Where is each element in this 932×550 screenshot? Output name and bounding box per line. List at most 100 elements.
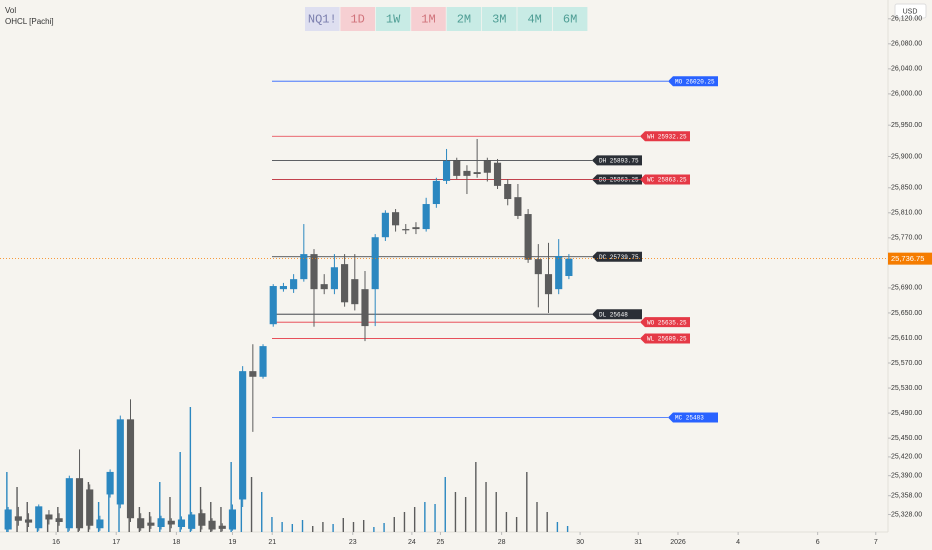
volume-bar (413, 507, 416, 532)
level-label: WH 25932.25 (647, 133, 687, 140)
volume-bar (505, 512, 508, 532)
currency-box[interactable] (894, 3, 927, 19)
candle-body (361, 289, 369, 327)
volume-bar (373, 527, 375, 532)
candle-body (157, 518, 165, 527)
candle-body (259, 346, 267, 377)
candle-body (116, 419, 124, 505)
volume-bar (179, 452, 181, 532)
level-label: MC 25483 (675, 415, 704, 422)
timeframe-button-label[interactable]: 2M (457, 13, 471, 27)
volume-bar (159, 482, 161, 532)
volume-bar (118, 477, 120, 532)
candle-body (422, 204, 430, 230)
x-tick-label: 4 (736, 539, 740, 546)
volume-bar (352, 522, 355, 532)
candle-body (473, 172, 481, 174)
timeframe-button-label[interactable]: 1W (386, 13, 401, 27)
volume-bar (475, 462, 477, 532)
x-tick-label: 6 (816, 539, 820, 546)
timeframe-button[interactable] (446, 7, 482, 31)
y-tick-label: 25,690.00 (891, 285, 922, 292)
level-label: WO 25635.25 (647, 319, 687, 326)
candle-body (341, 264, 349, 303)
currency-label[interactable]: USD (903, 8, 918, 15)
candle-body (198, 513, 206, 526)
level-label: DH 25893.75 (599, 157, 639, 164)
y-tick-label: 25,390.00 (891, 473, 922, 480)
timeframe-button[interactable] (482, 7, 517, 31)
volume-bar (261, 492, 263, 532)
candle-body (35, 506, 43, 529)
y-tick-label: 25,420.00 (891, 454, 922, 461)
volume-bar (464, 497, 467, 532)
level-label: DL 25648 (599, 311, 628, 318)
volume-bar (536, 502, 538, 532)
last-price-tag (888, 252, 932, 265)
timeframe-button[interactable] (552, 7, 588, 31)
timeframe-button[interactable] (517, 7, 552, 31)
timeframe-button-label[interactable]: 4M (527, 13, 541, 27)
candle-body (177, 519, 186, 527)
volume-bar (444, 477, 446, 532)
timeframe-button-label[interactable]: 6M (563, 13, 577, 27)
candle-body (412, 227, 420, 230)
level-label: DC 25739.75 (599, 254, 639, 261)
candle-body (4, 509, 12, 530)
x-tick-label: 7 (874, 539, 878, 546)
volume-bar (26, 502, 28, 532)
timeframe-button[interactable] (411, 7, 446, 31)
volume-bar (240, 472, 243, 532)
volume-bar (108, 487, 110, 532)
candle-body (147, 522, 155, 526)
candle-body (208, 520, 216, 530)
level-tag (640, 317, 690, 328)
timeframe-button-label[interactable]: 1D (350, 13, 364, 27)
level-tag (668, 76, 718, 87)
x-tick-label: 2026 (670, 539, 686, 546)
volume-bar (393, 517, 395, 532)
candle-body (351, 279, 359, 305)
x-tick-label: 31 (634, 539, 642, 546)
timeframe-button-label[interactable]: NQ1! (308, 13, 337, 27)
timeframe-button-label[interactable]: 3M (492, 13, 506, 27)
timeframe-button[interactable] (305, 7, 340, 31)
candle-body (96, 519, 104, 529)
y-tick-label: 25,950.00 (891, 122, 922, 129)
volume-bar (271, 517, 273, 532)
y-tick-label: 25,900.00 (891, 153, 922, 160)
x-tick-label: 25 (437, 539, 445, 546)
volume-bar (485, 482, 487, 532)
volume-bar (16, 487, 18, 532)
level-label: DO 25863.25 (599, 177, 639, 184)
timeframe-button[interactable] (340, 7, 375, 31)
candle-body (24, 519, 33, 523)
indicator-label: Vol (5, 6, 16, 15)
candle-body (14, 516, 22, 521)
candle-body (392, 212, 400, 226)
y-tick-label: 25,328.00 (891, 511, 922, 518)
candle-body (65, 478, 73, 529)
y-tick-label: 26,120.00 (891, 16, 922, 23)
level-tag (592, 155, 642, 166)
candle-body (514, 197, 522, 216)
indicator-label: OHCL [Pachi] (5, 17, 54, 26)
x-tick-label: 28 (498, 539, 506, 546)
candle-body (45, 514, 53, 520)
timeframe-button-label[interactable]: 1M (421, 13, 435, 27)
timeframe-button[interactable] (375, 7, 411, 31)
volume-bar (220, 507, 222, 532)
candle-body (381, 212, 389, 238)
candle-body (493, 162, 502, 186)
x-tick-label: 18 (172, 539, 180, 546)
candle-body (483, 160, 491, 173)
candle-body (137, 518, 145, 529)
y-tick-label: 25,530.00 (891, 385, 922, 392)
volume-bar (362, 520, 365, 532)
volume-bar (546, 512, 548, 532)
volume-bar (46, 517, 49, 532)
volume-bar (434, 504, 436, 532)
last-price-label: 25,736.75 (891, 254, 924, 263)
